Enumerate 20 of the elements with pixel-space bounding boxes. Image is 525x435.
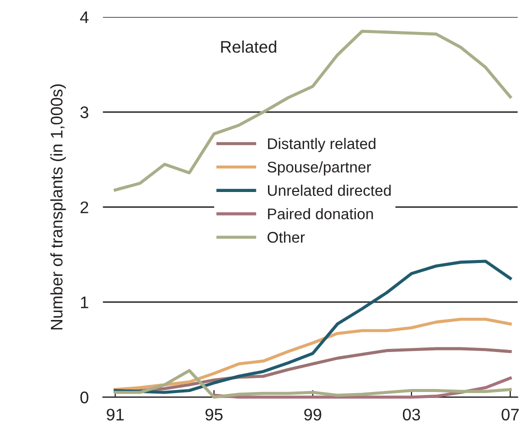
line-series xyxy=(114,260,512,394)
x-tick-label: 99 xyxy=(304,408,322,421)
x-tick-label: 03 xyxy=(402,408,420,421)
legend-label: Unrelated directed xyxy=(268,184,391,196)
y-tick-label: 3 xyxy=(80,106,88,118)
legend-label: Spouse/partner xyxy=(268,161,372,176)
y-tick-label: 2 xyxy=(80,201,88,214)
legend-label: Other xyxy=(268,232,305,243)
x-tick-label: 07 xyxy=(502,408,519,421)
legend-label: Distantly related xyxy=(268,138,376,152)
line-series xyxy=(114,318,512,392)
y-tick-label: 4 xyxy=(80,12,89,24)
x-tick-label: 91 xyxy=(106,408,124,421)
y-axis-title: Number of transplants (in 1,000s) xyxy=(50,84,66,330)
x-tick-label: 95 xyxy=(206,408,223,421)
y-tick-label: 0 xyxy=(80,392,88,404)
legend-label: Paired donation xyxy=(268,208,373,220)
line-series xyxy=(114,369,512,399)
text: Related xyxy=(221,40,276,53)
y-tick-label: 1 xyxy=(81,296,88,308)
